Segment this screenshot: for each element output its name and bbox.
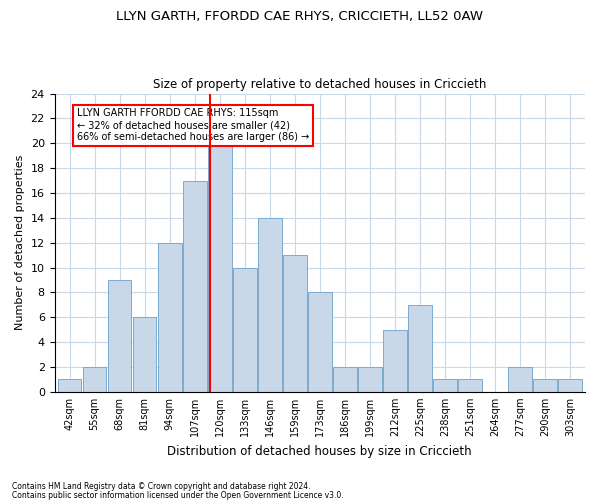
Bar [508,367,532,392]
Bar [558,380,582,392]
Bar [533,380,557,392]
Bar [183,180,206,392]
Bar [258,218,281,392]
Bar [133,317,157,392]
Text: LLYN GARTH FFORDD CAE RHYS: 115sqm
← 32% of detached houses are smaller (42)
66%: LLYN GARTH FFORDD CAE RHYS: 115sqm ← 32%… [77,108,309,142]
Text: Contains public sector information licensed under the Open Government Licence v3: Contains public sector information licen… [12,490,344,500]
Bar [158,242,182,392]
Bar [433,380,457,392]
Bar [83,367,106,392]
Bar [333,367,356,392]
Bar [308,292,332,392]
Bar [358,367,382,392]
Y-axis label: Number of detached properties: Number of detached properties [15,155,25,330]
Bar [283,255,307,392]
Text: LLYN GARTH, FFORDD CAE RHYS, CRICCIETH, LL52 0AW: LLYN GARTH, FFORDD CAE RHYS, CRICCIETH, … [116,10,484,23]
Bar [458,380,482,392]
Bar [233,268,257,392]
X-axis label: Distribution of detached houses by size in Criccieth: Distribution of detached houses by size … [167,444,472,458]
Bar [108,280,131,392]
Bar [208,144,232,392]
Bar [383,330,407,392]
Text: Contains HM Land Registry data © Crown copyright and database right 2024.: Contains HM Land Registry data © Crown c… [12,482,311,491]
Bar [58,380,82,392]
Title: Size of property relative to detached houses in Criccieth: Size of property relative to detached ho… [153,78,487,91]
Bar [408,305,432,392]
